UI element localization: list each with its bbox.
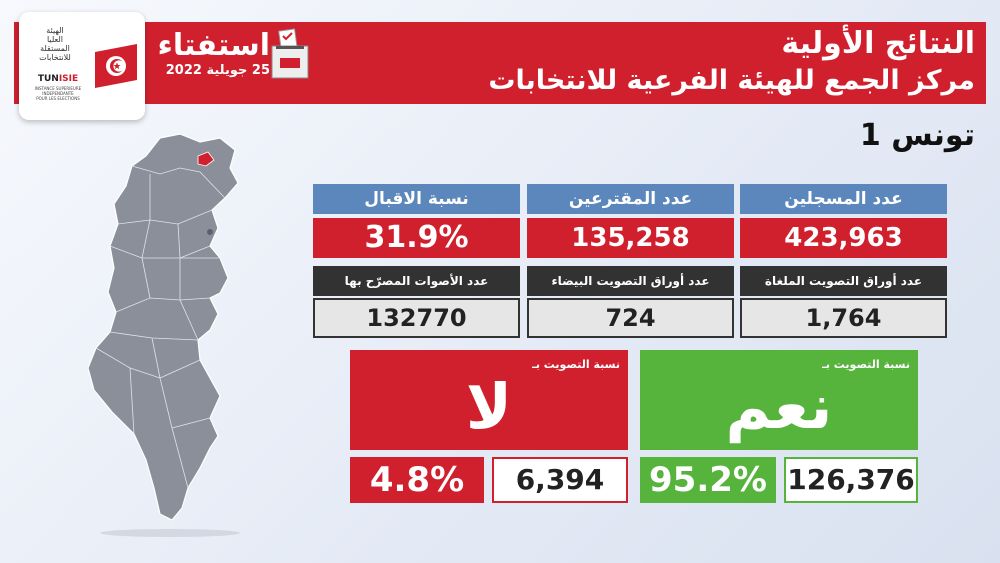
campaign-date: 25 جويلية 2022 [165,63,270,78]
yes-vote-panel: نسبة التصويت بـ نعم [640,350,918,450]
voters-value: 135,258 [527,218,734,258]
no-vote-word: لا [465,370,513,443]
turnout-value: 31.9% [313,218,520,258]
yes-vote-label: نسبة التصويت بـ [822,358,910,371]
blank-value: 724 [527,298,734,338]
yes-vote-word: نعم [725,370,833,443]
logo-acronym-b: ISIE [58,74,79,84]
logo-line: للانتخابات [39,53,71,62]
no-vote-label: نسبة التصويت بـ [532,358,620,371]
cancelled-label: عدد أوراق التصويت الملغاة [740,266,947,296]
registered-label: عدد المسجلين [740,184,947,214]
tunisia-flag-icon [95,44,137,88]
logo-fr-line: POUR LES ELECTIONS [36,96,80,101]
isie-logo: الهيئة العليا المستقلة للانتخابات TUNISI… [19,12,145,120]
no-vote-panel: نسبة التصويت بـ لا [350,350,628,450]
registered-value: 423,963 [740,218,947,258]
logo-fr-line: INDEPENDANTE [42,91,74,96]
yes-vote-percent: 95.2% [640,457,776,503]
voters-label: عدد المقترعين [527,184,734,214]
logo-line: المستقلة [40,44,70,53]
logo-acronym-a: TUN [37,74,59,84]
yes-vote-count: 126,376 [784,457,918,503]
turnout-label: نسبة الاقبال [313,184,520,214]
campaign-title: استفتاء [157,28,270,63]
ballot-box-icon [271,28,309,79]
page-subtitle: مركز الجمع للهيئة الفرعية للانتخابات [488,65,975,96]
no-vote-percent: 4.8% [350,457,484,503]
page-title: النتائج الأولية [781,26,975,61]
logo-fr-line: INSTANCE SUPERIEURE [34,86,82,91]
logo-line: الهيئة [46,26,64,35]
valid-value: 132770 [313,298,520,338]
tunisia-map [87,133,240,537]
logo-french-text: INSTANCE SUPERIEURE INDEPENDANTE POUR LE… [25,86,91,101]
blank-label: عدد أوراق التصويت البيضاء [527,266,734,296]
logo-acronym: TUNISIE [25,74,91,84]
logo-line: العليا [46,35,64,44]
region-name: تونس 1 [859,118,975,153]
cancelled-value: 1,764 [740,298,947,338]
no-vote-count: 6,394 [492,457,628,503]
valid-label: عدد الأصوات المصرّح بها [313,266,520,296]
header-bar [14,22,986,104]
logo-arabic-text: الهيئة العليا المستقلة للانتخابات [23,26,87,62]
